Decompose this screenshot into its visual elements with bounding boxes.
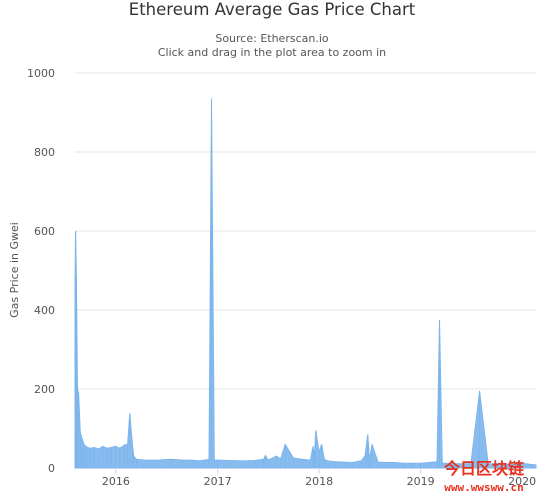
y-tick-label: 400: [34, 304, 55, 317]
y-tick-label: 0: [48, 462, 55, 475]
x-tick-label: 2019: [407, 475, 435, 488]
chart-title: Ethereum Average Gas Price Chart: [128, 0, 416, 19]
chart-subtitle-zoom-hint: Click and drag in the plot area to zoom …: [157, 46, 387, 59]
y-axis-label: Gas Price in Gwei: [8, 222, 21, 318]
y-tick-label: 1000: [27, 67, 55, 80]
watermark-logo: 今日区块链 www.wwsww.cn: [443, 459, 525, 494]
chart-subtitle-source: Source: Etherscan.io: [215, 32, 329, 45]
series-fill: [74, 98, 537, 469]
data-points: [74, 98, 537, 468]
x-tick-label: 2018: [305, 475, 333, 488]
watermark-text: 今日区块链: [443, 459, 525, 478]
y-tick-label: 800: [34, 146, 55, 159]
x-tick-label: 2017: [204, 475, 232, 488]
x-tick-label: 2016: [102, 475, 130, 488]
y-tick-label: 200: [34, 383, 55, 396]
watermark-url: www.wwsww.cn: [444, 481, 523, 494]
grid-lines: [75, 72, 536, 469]
x-tick-label: 2020: [508, 475, 536, 488]
y-tick-label: 600: [34, 225, 55, 238]
series-area[interactable]: [74, 98, 537, 469]
x-axis-ticks: 2016 2017 2018 2019 2020: [102, 468, 536, 488]
y-axis-ticks: 0 200 400 600 800 1000: [27, 67, 55, 475]
